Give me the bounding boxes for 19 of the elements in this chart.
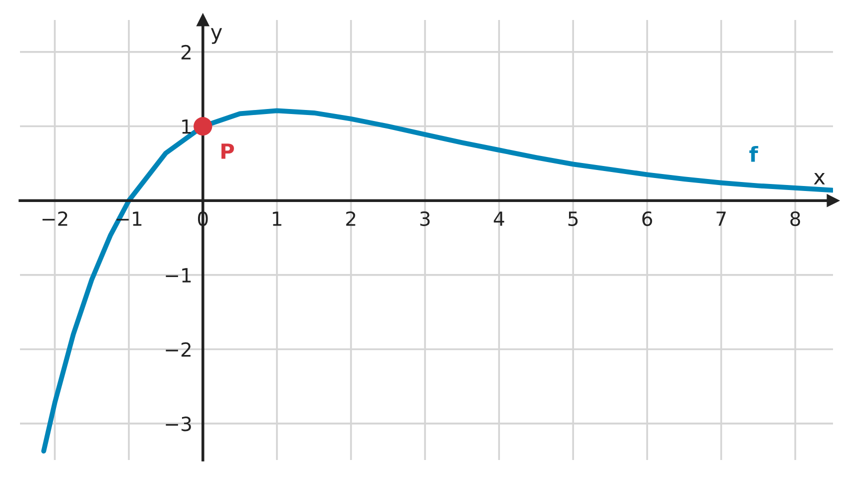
y-tick-label: −3 — [166, 416, 191, 432]
line-series — [41, 108, 833, 454]
x-tick-label: 8 — [790, 211, 800, 226]
annotation: f — [749, 146, 758, 162]
y-axis-title: y — [210, 28, 222, 44]
y-tick-label: −1 — [166, 268, 191, 282]
x-tick-label: 4 — [494, 212, 504, 226]
x-tick-label: −2 — [42, 211, 68, 226]
x-tick-label: 5 — [568, 212, 578, 226]
annotation: P — [221, 144, 234, 159]
y-tick-label: 2 — [182, 44, 191, 60]
x-tick-label: 3 — [420, 211, 430, 226]
x-tick-label: 6 — [642, 211, 652, 226]
x-axis-title: x — [814, 172, 825, 184]
x-tick-label: 1 — [272, 212, 282, 226]
y-tick-label: −2 — [166, 342, 191, 357]
x-tick-label: 7 — [716, 212, 726, 226]
y-tick-label: 1 — [182, 119, 191, 134]
x-tick-label: 2 — [346, 211, 356, 226]
